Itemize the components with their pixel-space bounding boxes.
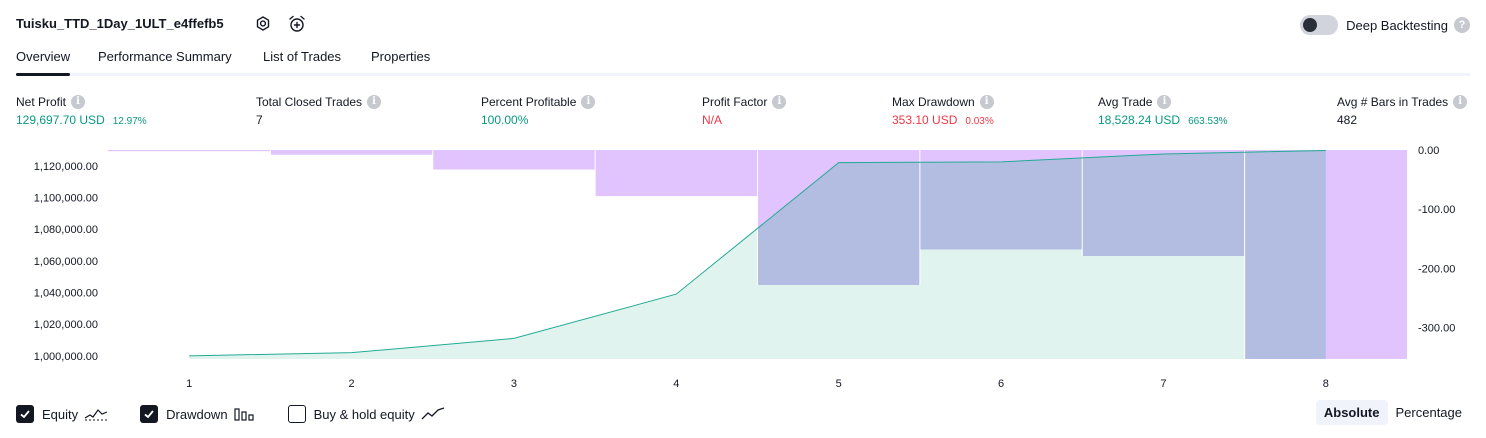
strategy-title: Tuisku_TTD_1Day_1ULT_e4ffefb5 <box>16 16 224 31</box>
metric-label: Avg # Bars in Trades <box>1337 94 1449 109</box>
toggle-knob <box>1303 18 1318 32</box>
left-axis-tick-label: 1,020,000.00 <box>34 319 98 331</box>
chart-legend: Equity Drawdown Buy & hold equity <box>16 404 477 424</box>
metric-avg-trade: Avg Trade i 18,528.24 USD 663.53% <box>1098 94 1228 128</box>
metric-label: Percent Profitable <box>481 94 577 109</box>
info-icon[interactable]: i <box>367 94 382 109</box>
metric-value: 353.10 USD <box>892 113 958 127</box>
tab-overview[interactable]: Overview <box>16 49 71 76</box>
x-axis-tick-label: 6 <box>998 378 1004 390</box>
deep-backtesting-control: Deep Backtesting ? <box>1300 14 1470 36</box>
percentage-button[interactable]: Percentage <box>1395 405 1463 420</box>
x-axis-tick-label: 8 <box>1323 378 1329 390</box>
buy-hold-line-icon <box>421 407 444 420</box>
deep-backtesting-toggle[interactable] <box>1300 15 1339 35</box>
drawdown-bar <box>432 150 596 170</box>
x-axis-tick-label: 7 <box>1160 378 1166 390</box>
metric-label: Max Drawdown <box>892 94 975 109</box>
x-axis-tick-label: 3 <box>511 378 517 390</box>
metric-value: N/A <box>702 113 723 127</box>
left-axis-tick-label: 1,060,000.00 <box>34 256 98 268</box>
equity-line-icon <box>84 409 108 421</box>
settings-button[interactable] <box>252 13 274 35</box>
legend-equity[interactable]: Equity <box>16 405 108 423</box>
metric-value: 482 <box>1337 113 1358 127</box>
metric-label: Net Profit <box>16 94 67 109</box>
help-icon[interactable]: ? <box>1454 17 1470 33</box>
strategy-header: Tuisku_TTD_1Day_1ULT_e4ffefb5 Deep Backt… <box>16 12 1470 38</box>
metric-avg-bars: Avg # Bars in Trades i 482 <box>1337 94 1468 128</box>
info-icon[interactable]: i <box>1453 94 1468 109</box>
right-axis-tick-label: -200.00 <box>1418 263 1455 275</box>
x-axis-tick-label: 5 <box>836 378 842 390</box>
check-icon <box>20 410 30 419</box>
buy-hold-checkbox[interactable] <box>287 405 306 423</box>
drawdown-bar-overlap <box>919 150 1083 250</box>
metric-value: 7 <box>256 113 263 127</box>
metric-value: 129,697.70 USD <box>16 113 105 127</box>
x-axis-tick-label: 4 <box>673 378 679 390</box>
metric-value: 100.00% <box>481 113 529 127</box>
info-icon[interactable]: i <box>581 94 596 109</box>
left-axis-tick-label: 1,120,000.00 <box>34 161 98 173</box>
drawdown-bar <box>108 150 271 152</box>
left-axis-tick-label: 1,080,000.00 <box>34 224 98 236</box>
equity-checkbox[interactable] <box>16 405 34 423</box>
alarm-clock-plus-icon <box>289 15 305 32</box>
metric-percent: 663.53% <box>1188 116 1228 127</box>
x-axis-tick-label: 1 <box>186 378 192 390</box>
equity-drawdown-chart[interactable]: 1,000,000.00 1,020,000.00 1,040,000.00 1,06… <box>0 140 1486 395</box>
metric-percent: 12.97% <box>112 116 147 127</box>
drawdown-bar-overlap <box>1244 150 1326 359</box>
deep-backtesting-label: Deep Backtesting <box>1346 17 1448 33</box>
metric-label: Total Closed Trades <box>256 94 363 109</box>
drawdown-bar <box>595 150 758 197</box>
tab-bar: Overview Performance Summary List of Tra… <box>16 44 1470 76</box>
info-icon[interactable]: i <box>1157 94 1172 109</box>
info-icon[interactable]: i <box>772 94 787 109</box>
tab-properties[interactable]: Properties <box>371 49 431 64</box>
tab-performance-summary[interactable]: Performance Summary <box>98 49 232 64</box>
metric-max-drawdown: Max Drawdown i 353.10 USD 0.03% <box>892 94 994 128</box>
right-axis-tick-label: 0.00 <box>1418 145 1439 157</box>
metric-label: Profit Factor <box>702 94 768 109</box>
info-icon[interactable]: i <box>979 94 994 109</box>
metric-percent: 0.03% <box>965 116 994 127</box>
metric-value: 18,528.24 USD <box>1098 113 1181 127</box>
value-mode-switch: Absolute Percentage <box>1315 400 1470 425</box>
drawdown-bars-icon <box>233 408 254 421</box>
right-axis-tick-label: -100.00 <box>1418 204 1455 216</box>
metric-label: Avg Trade <box>1098 94 1153 109</box>
drawdown-bar-overlap <box>1082 150 1245 256</box>
metric-total-closed-trades: Total Closed Trades i 7 <box>256 94 382 128</box>
drawdown-checkbox[interactable] <box>140 405 159 423</box>
legend-label: Drawdown <box>166 406 228 422</box>
tab-list-of-trades[interactable]: List of Trades <box>263 49 342 64</box>
legend-drawdown[interactable]: Drawdown <box>140 405 255 423</box>
left-axis-tick-label: 1,000,000.00 <box>34 351 98 363</box>
metric-profit-factor: Profit Factor i N/A <box>702 94 787 128</box>
gear-icon <box>256 16 270 31</box>
metric-percent-profitable: Percent Profitable i 100.00% <box>481 94 596 128</box>
legend-label: Buy & hold equity <box>313 406 415 422</box>
drawdown-bar <box>270 150 433 155</box>
metric-net-profit: Net Profit i 129,697.70 USD 12.97% <box>16 94 147 128</box>
legend-buy-hold[interactable]: Buy & hold equity <box>287 405 445 423</box>
absolute-button[interactable]: Absolute <box>1315 400 1388 425</box>
left-axis-tick-label: 1,040,000.00 <box>34 288 98 300</box>
legend-label: Equity <box>42 406 79 422</box>
left-axis-tick-label: 1,100,000.00 <box>34 193 98 205</box>
x-axis-tick-label: 2 <box>349 378 355 390</box>
check-icon <box>144 410 154 419</box>
add-alert-button[interactable] <box>286 13 308 35</box>
info-icon[interactable]: i <box>71 94 86 109</box>
equity-line <box>189 149 1326 357</box>
right-axis-tick-label: -300.00 <box>1418 323 1455 335</box>
